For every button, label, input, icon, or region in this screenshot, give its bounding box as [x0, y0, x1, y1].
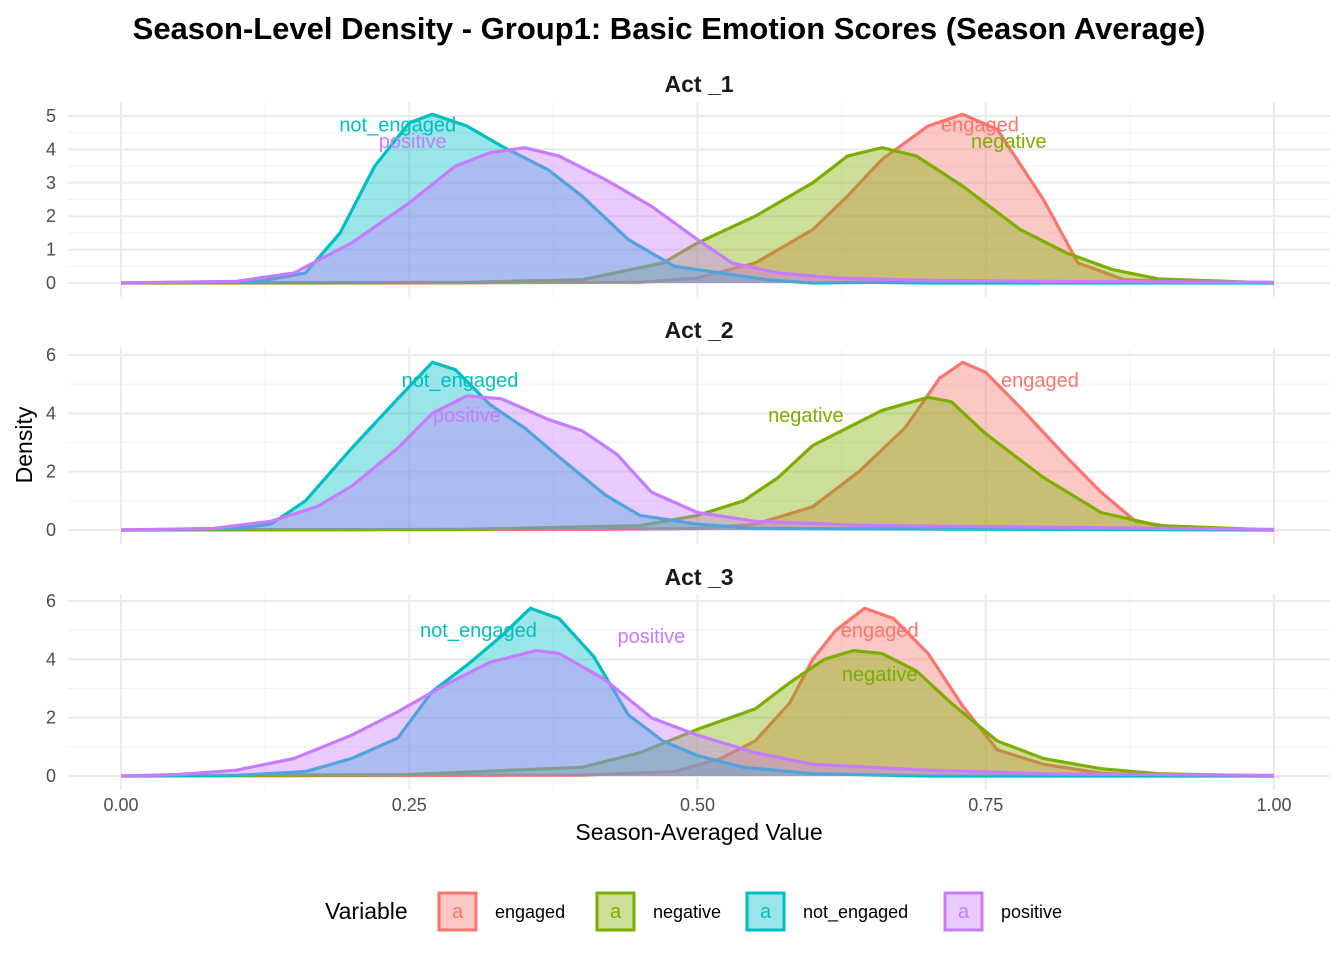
density-line-positive: [120, 394, 1275, 532]
legend-item-not-engaged: a not_engaged: [745, 891, 908, 932]
y-tick-label: 4: [46, 139, 56, 159]
y-tick-label: 5: [46, 106, 56, 126]
gridlines: [68, 102, 1330, 297]
y-tick-label: 2: [46, 462, 56, 482]
legend-key: [595, 891, 636, 932]
density-area-negative: [121, 147, 1274, 283]
curve-label-positive: positive: [617, 626, 685, 648]
legend-key-glyph: a: [760, 901, 772, 923]
legend-key-glyph: a: [958, 901, 970, 923]
density-area-not-engaged: [121, 362, 1274, 530]
legend-label: not_engaged: [803, 902, 908, 923]
curve-label-negative: negative: [842, 664, 918, 686]
chart-title: Season-Level Density - Group1: Basic Emo…: [133, 11, 1206, 46]
legend-title: Variable: [325, 898, 408, 924]
facet-strip-label: Act _1: [664, 71, 733, 97]
density-series: [120, 606, 1275, 778]
density-series: [120, 112, 1275, 285]
density-line-positive: [120, 146, 1275, 285]
curve-label-engaged: engaged: [841, 620, 919, 642]
x-axis-title: Season-Averaged Value: [575, 819, 822, 845]
y-tick-label: 0: [46, 520, 56, 540]
y-tick-label: 0: [46, 273, 56, 293]
legend-key: [745, 891, 786, 932]
y-tick-label: 6: [46, 591, 56, 611]
x-tick-label: 0.75: [968, 795, 1003, 815]
density-series: [120, 360, 1275, 532]
density-area-not-engaged: [121, 608, 1274, 776]
curve-label-positive: positive: [433, 405, 501, 427]
y-tick-label: 1: [46, 240, 56, 260]
y-tick-label: 4: [46, 649, 56, 669]
x-tick-label: 0.00: [103, 795, 138, 815]
y-tick-label: 2: [46, 708, 56, 728]
density-line-engaged: [121, 112, 1275, 285]
legend-item-negative: a negative: [595, 891, 721, 932]
facet-panel: Act _3 0 2 4 6 not_engaged positive engaged nega…: [46, 564, 1330, 790]
density-area-positive: [121, 147, 1274, 283]
density-line-positive: [120, 649, 1275, 778]
curve-label-not-engaged: not_engaged: [339, 114, 456, 136]
density-line-not-engaged: [120, 360, 1275, 532]
x-tick-label: 0.50: [680, 795, 715, 815]
y-axis-title: Density: [11, 406, 37, 483]
curve-label-negative: negative: [768, 405, 844, 427]
legend-key-glyph: a: [610, 901, 622, 923]
curve-label-not-engaged: not_engaged: [402, 370, 519, 392]
density-area-negative: [121, 650, 1274, 776]
y-tick-label: 0: [46, 766, 56, 786]
curve-label-not-engaged: not_engaged: [420, 620, 537, 642]
curve-label-negative: negative: [971, 131, 1047, 153]
y-tick-label: 2: [46, 206, 56, 226]
legend-key: [943, 891, 984, 932]
curve-label-engaged: engaged: [941, 114, 1019, 136]
y-tick-label: 6: [46, 345, 56, 365]
legend-label: negative: [653, 902, 721, 922]
curve-label-engaged: engaged: [1001, 370, 1079, 392]
legend-item-positive: a positive: [943, 891, 1062, 932]
density-area-not-engaged: [121, 114, 1274, 283]
density-line-negative: [120, 146, 1275, 285]
density-area-engaged: [121, 114, 1274, 283]
density-area-engaged: [121, 362, 1274, 530]
legend: Variable a engaged a negative a not_engaged a p…: [325, 891, 1062, 932]
legend-item-engaged: a engaged: [437, 891, 565, 932]
x-tick-label: 1.00: [1256, 795, 1291, 815]
density-area-negative: [121, 397, 1274, 530]
density-line-engaged: [120, 606, 1275, 778]
density-line-not-engaged: [120, 606, 1274, 778]
legend-label: engaged: [495, 902, 565, 922]
curve-label-positive: positive: [379, 131, 447, 153]
legend-label: positive: [1001, 902, 1062, 922]
density-line-not-engaged: [120, 112, 1274, 285]
legend-key-glyph: a: [452, 901, 464, 923]
y-tick-label: 4: [46, 403, 56, 423]
legend-key: [437, 891, 478, 932]
x-tick-label: 0.25: [392, 795, 427, 815]
y-tick-label: 3: [46, 173, 56, 193]
density-area-positive: [121, 650, 1274, 776]
facet-panel: Act _2 0 2 4 6 not_engaged positive engaged nega…: [46, 317, 1330, 544]
facet-strip-label: Act _2: [664, 317, 733, 343]
density-line-negative: [120, 649, 1275, 778]
density-area-positive: [121, 395, 1274, 530]
facet-strip-label: Act _3: [664, 564, 733, 590]
